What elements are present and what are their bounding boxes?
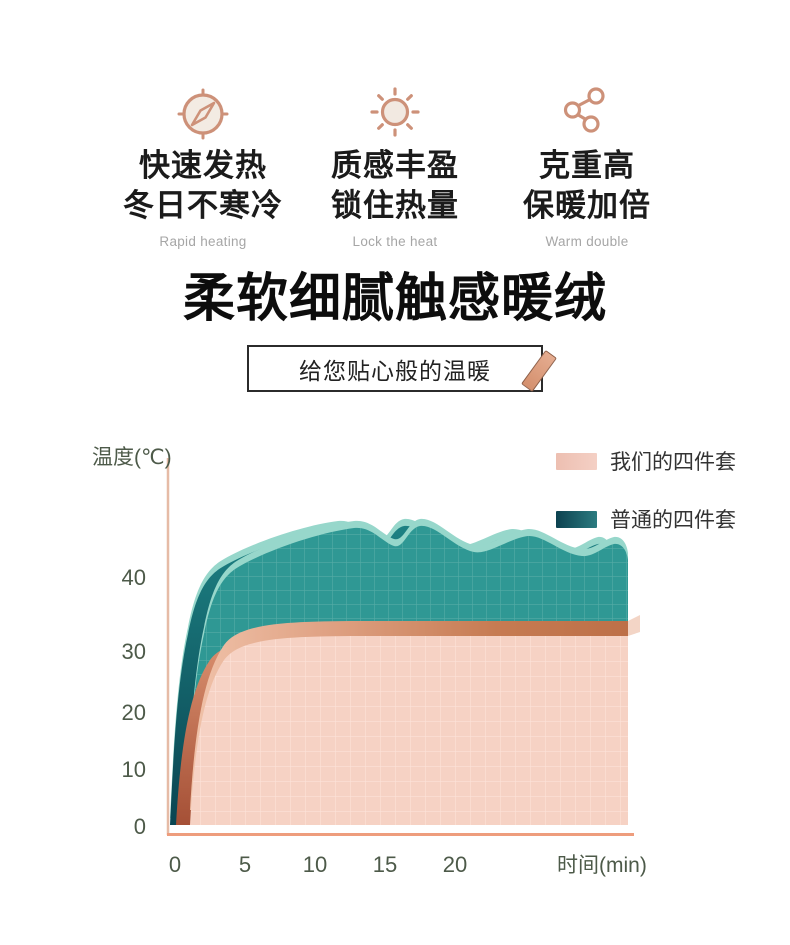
y-tick-label: 40 xyxy=(122,565,146,590)
y-tick-label: 30 xyxy=(122,639,146,664)
feature-warm-double: 克重高 保暖加倍 Warm double xyxy=(499,84,675,249)
feature-title-line: 快速发热 xyxy=(139,148,267,183)
feature-row: 快速发热 冬日不寒冷 Rapid heating 质感丰盈 锁住热量 xyxy=(115,84,675,249)
feature-title-line: 保暖加倍 xyxy=(523,187,651,223)
legend-item-ordinary: 普通的四件套 xyxy=(556,504,736,534)
feature-title-line: 克重高 xyxy=(539,148,635,183)
legend-label: 普通的四件套 xyxy=(610,509,736,532)
feature-title-line: 冬日不寒冷 xyxy=(123,187,283,223)
legend-item-ours: 我们的四件套 xyxy=(556,446,736,476)
feature-title-line: 质感丰盈 xyxy=(331,148,459,183)
legend-swatch-pink xyxy=(556,452,597,470)
chart-canvas: 温度(℃) 时间(min) 40 30 20 10 0 0 5 10 15 20 xyxy=(92,446,647,877)
brush-stroke-icon xyxy=(520,349,558,393)
temperature-chart: 我们的四件套 普通的四件套 xyxy=(0,436,790,936)
series-ours-area xyxy=(176,615,640,825)
x-tick-label: 5 xyxy=(239,852,251,877)
legend-swatch-teal xyxy=(556,510,597,528)
compass-icon xyxy=(177,88,229,140)
page-title: 柔软细腻触感暖绒 xyxy=(182,270,607,328)
sun-icon xyxy=(370,87,420,137)
share-icon xyxy=(563,87,605,133)
feature-caption: Lock the heat xyxy=(352,234,438,250)
feature-lock-heat: 质感丰盈 锁住热量 Lock the heat xyxy=(307,84,483,249)
series-end-cap xyxy=(628,615,640,636)
chart-legend: 我们的四件套 普通的四件套 xyxy=(556,446,736,562)
feature-caption: Warm double xyxy=(545,234,629,250)
x-tick-label: 10 xyxy=(303,852,327,877)
feature-rapid-heating: 快速发热 冬日不寒冷 Rapid heating xyxy=(115,84,291,249)
subtitle-banner: 给您贴心般的温暖 xyxy=(247,345,558,393)
feature-title-line: 锁住热量 xyxy=(331,187,459,223)
x-tick-label: 20 xyxy=(443,852,467,877)
y-tick-label: 0 xyxy=(134,814,146,839)
x-tick-label: 0 xyxy=(169,852,181,877)
x-tick-label: 15 xyxy=(373,852,397,877)
y-tick-label: 20 xyxy=(122,700,146,725)
y-tick-label: 10 xyxy=(122,757,146,782)
y-axis-label: 温度(℃) xyxy=(92,446,172,469)
subtitle-banner-text: 给您贴心般的温暖 xyxy=(299,357,491,384)
x-axis-label: 时间(min) xyxy=(557,854,647,877)
feature-caption: Rapid heating xyxy=(159,234,247,250)
legend-label: 我们的四件套 xyxy=(610,451,736,474)
